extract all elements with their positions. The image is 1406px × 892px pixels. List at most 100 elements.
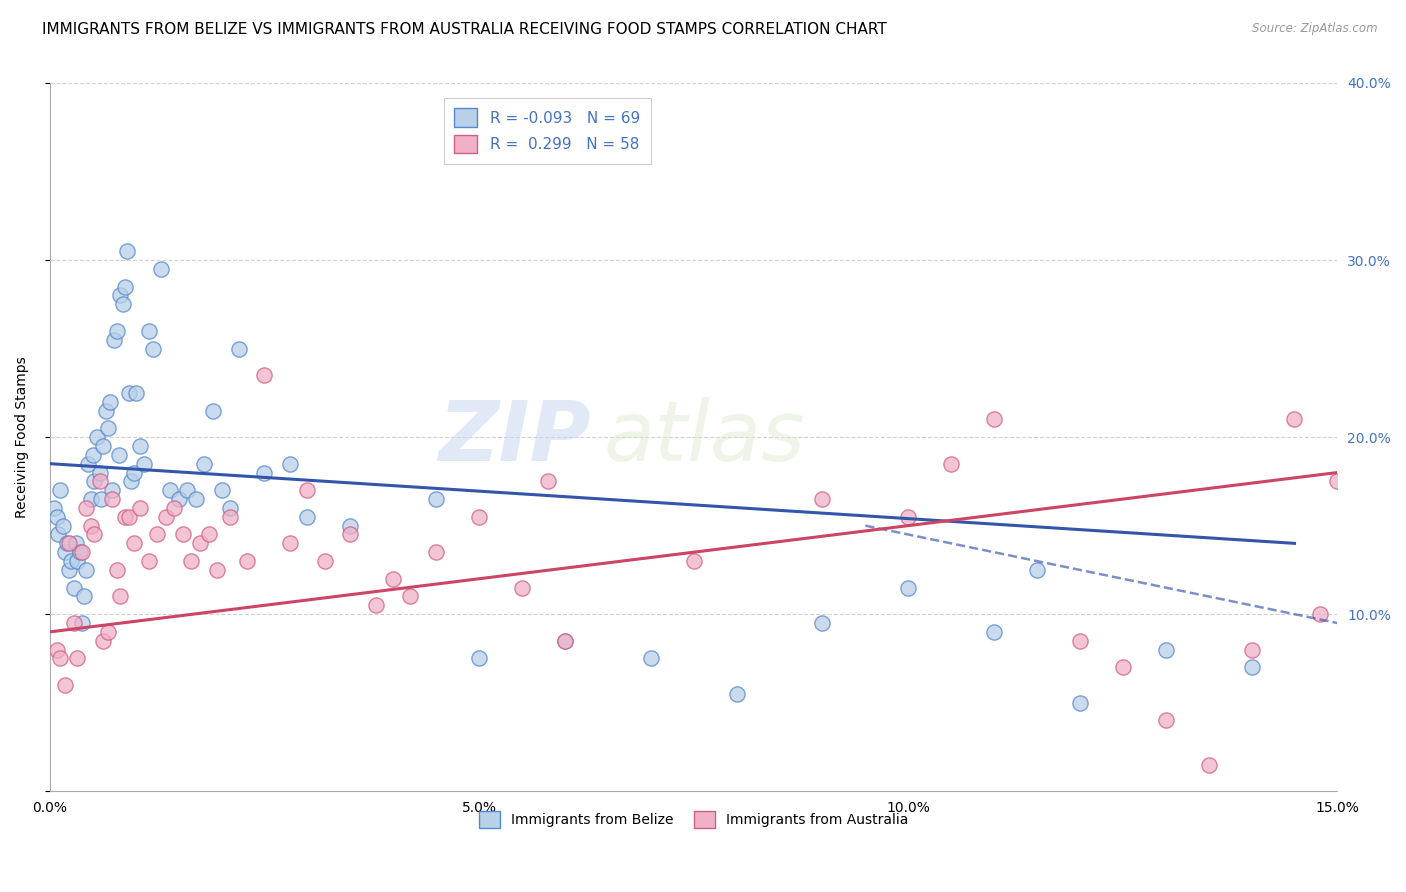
- Point: [811, 492, 834, 507]
- Point: [278, 457, 301, 471]
- Point: [103, 333, 125, 347]
- Point: [129, 500, 152, 515]
- Point: [339, 518, 361, 533]
- Point: [640, 651, 662, 665]
- Point: [65, 536, 87, 550]
- Point: [124, 385, 146, 400]
- Point: [1240, 642, 1263, 657]
- Legend: Immigrants from Belize, Immigrants from Australia: Immigrants from Belize, Immigrants from …: [474, 805, 914, 834]
- Point: [1240, 660, 1263, 674]
- Point: [63, 615, 86, 630]
- Text: ZIP: ZIP: [439, 397, 591, 477]
- Point: [1198, 757, 1220, 772]
- Point: [97, 421, 120, 435]
- Point: [66, 554, 89, 568]
- Point: [48, 527, 70, 541]
- Point: [45, 642, 67, 657]
- Point: [105, 324, 128, 338]
- Point: [52, 518, 75, 533]
- Point: [1069, 696, 1091, 710]
- Y-axis label: Receiving Food Stamps: Receiving Food Stamps: [15, 356, 30, 518]
- Point: [75, 500, 97, 515]
- Point: [1154, 714, 1177, 728]
- Point: [94, 403, 117, 417]
- Point: [197, 527, 219, 541]
- Point: [897, 509, 920, 524]
- Point: [98, 394, 121, 409]
- Point: [176, 483, 198, 498]
- Point: [339, 527, 361, 541]
- Point: [107, 448, 129, 462]
- Point: [399, 590, 422, 604]
- Point: [811, 615, 834, 630]
- Point: [58, 563, 80, 577]
- Point: [184, 492, 207, 507]
- Point: [939, 457, 962, 471]
- Point: [86, 430, 108, 444]
- Point: [56, 536, 79, 550]
- Point: [537, 475, 560, 489]
- Point: [45, 509, 67, 524]
- Point: [201, 403, 224, 417]
- Point: [1112, 660, 1135, 674]
- Point: [129, 439, 152, 453]
- Point: [159, 483, 181, 498]
- Point: [172, 527, 194, 541]
- Point: [72, 545, 94, 559]
- Point: [425, 492, 447, 507]
- Point: [236, 554, 259, 568]
- Point: [468, 509, 491, 524]
- Point: [89, 466, 111, 480]
- Point: [188, 536, 211, 550]
- Point: [150, 261, 173, 276]
- Point: [253, 466, 276, 480]
- Point: [228, 342, 250, 356]
- Point: [53, 545, 76, 559]
- Point: [146, 527, 169, 541]
- Point: [66, 651, 89, 665]
- Point: [49, 651, 72, 665]
- Point: [122, 536, 145, 550]
- Point: [110, 288, 132, 302]
- Point: [69, 545, 91, 559]
- Point: [122, 466, 145, 480]
- Point: [278, 536, 301, 550]
- Point: [114, 279, 136, 293]
- Point: [100, 483, 122, 498]
- Point: [425, 545, 447, 559]
- Text: atlas: atlas: [603, 397, 806, 477]
- Point: [219, 500, 242, 515]
- Point: [297, 483, 319, 498]
- Point: [82, 448, 104, 462]
- Point: [155, 509, 177, 524]
- Point: [1284, 412, 1306, 426]
- Point: [314, 554, 336, 568]
- Point: [983, 624, 1005, 639]
- Point: [1309, 607, 1331, 622]
- Point: [118, 509, 141, 524]
- Point: [554, 633, 576, 648]
- Point: [163, 500, 186, 515]
- Point: [382, 572, 405, 586]
- Point: [180, 554, 202, 568]
- Point: [105, 563, 128, 577]
- Point: [91, 439, 114, 453]
- Point: [725, 687, 748, 701]
- Point: [53, 678, 76, 692]
- Point: [138, 324, 160, 338]
- Point: [1326, 475, 1348, 489]
- Point: [211, 483, 233, 498]
- Point: [89, 475, 111, 489]
- Point: [91, 633, 114, 648]
- Point: [97, 624, 120, 639]
- Point: [80, 518, 103, 533]
- Point: [983, 412, 1005, 426]
- Text: Source: ZipAtlas.com: Source: ZipAtlas.com: [1253, 22, 1378, 36]
- Point: [297, 509, 319, 524]
- Point: [1154, 642, 1177, 657]
- Point: [75, 563, 97, 577]
- Point: [897, 581, 920, 595]
- Point: [193, 457, 215, 471]
- Point: [1069, 633, 1091, 648]
- Point: [58, 536, 80, 550]
